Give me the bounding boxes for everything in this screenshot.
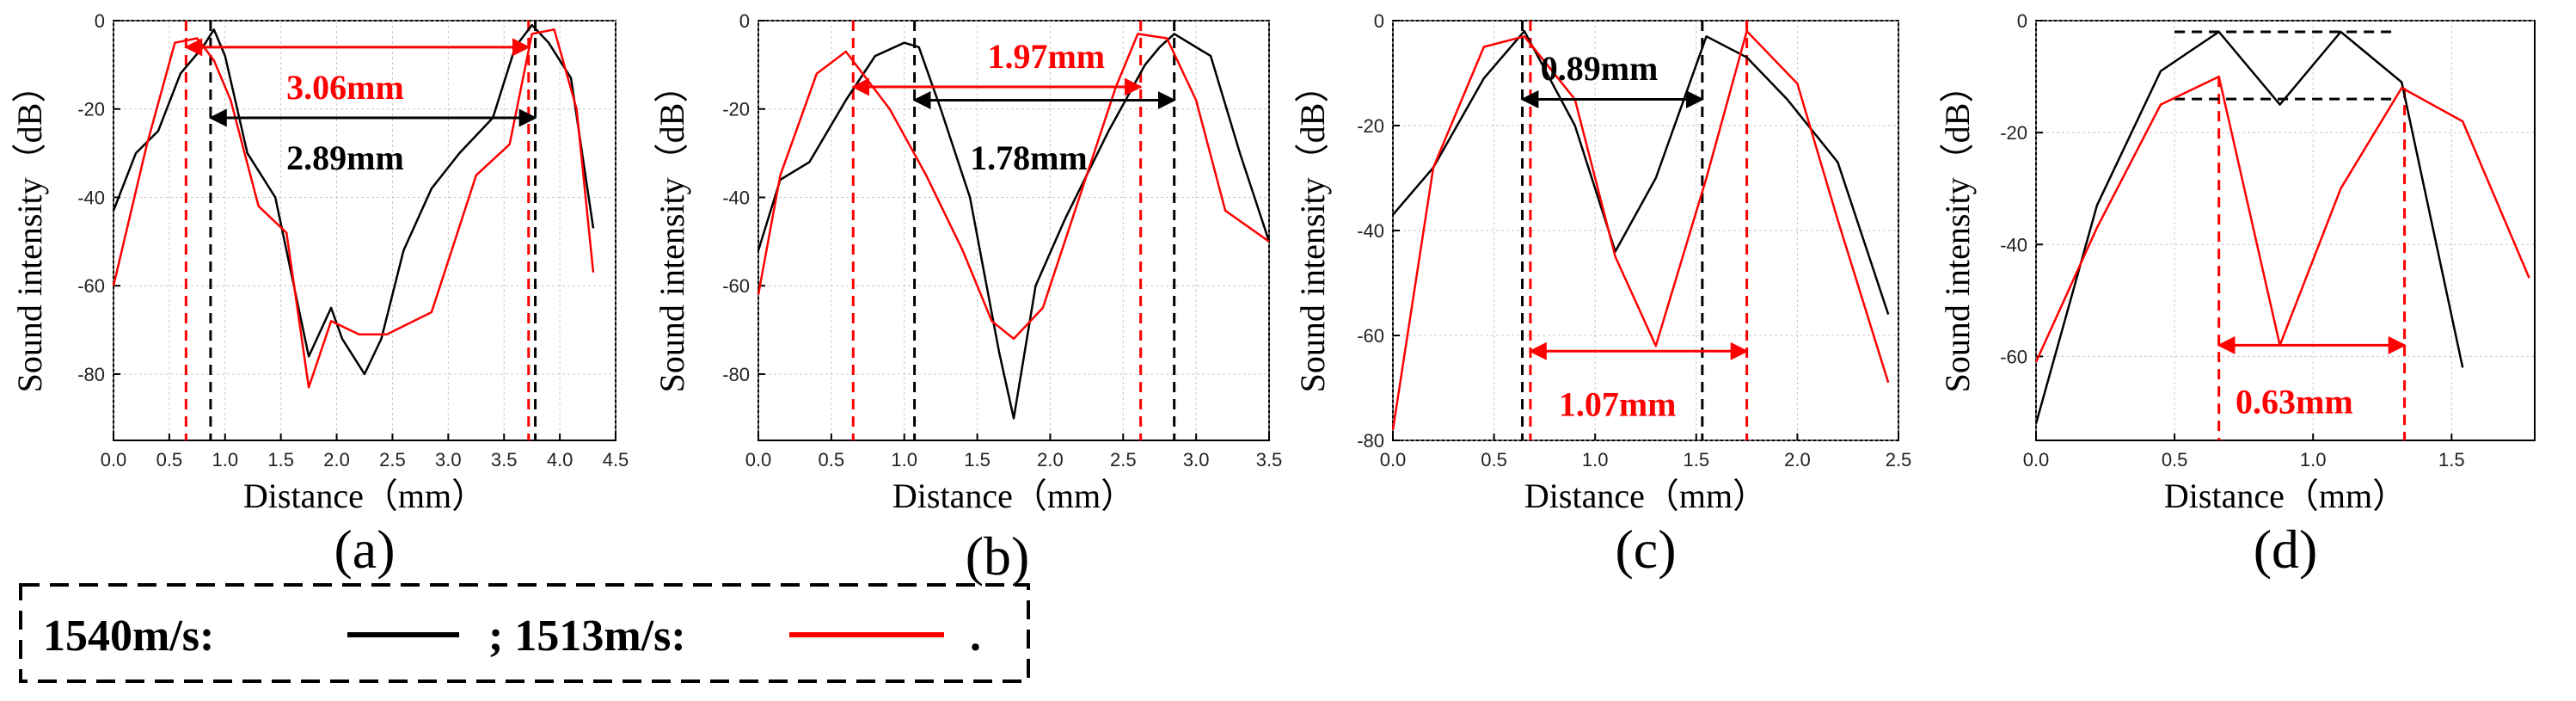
- x-tick-label: 2.5: [379, 449, 406, 470]
- legend-label-1513: ; 1513m/s:: [488, 612, 686, 661]
- y-tick-label: -20: [77, 99, 105, 120]
- x-tick-label: 1.0: [891, 449, 917, 470]
- panel-a: 0.0 0.5 1.0 1.5 2.0 2.5 3.0 3.5 4.0 4.5 0 -20 -40 -60…: [10, 10, 629, 580]
- panel-b: 0.0 0.5 1.0 1.5 2.0 2.5 3.0 3.5 0 -20 -40 -60 -80 1.…: [653, 10, 1282, 587]
- x-tick-label: 0.0: [745, 449, 772, 470]
- x-tick-label: 0.0: [101, 449, 127, 470]
- y-tick-label: -20: [2000, 122, 2027, 144]
- panel-label-c: (c): [1615, 519, 1676, 580]
- x-tick-label: 1.0: [212, 449, 238, 470]
- legend-box: [19, 583, 1030, 683]
- y-tick-label: 0: [2017, 10, 2027, 32]
- y-tick-label: 0: [95, 10, 105, 32]
- plot-frame-a: [113, 20, 616, 441]
- y-tick-label: -80: [722, 364, 750, 385]
- x-axis-title-c: Distance（mm）: [1524, 477, 1767, 515]
- annotations-a: 3.06mm 2.89mm: [184, 38, 537, 177]
- measurement-label: 0.89mm: [1541, 49, 1659, 88]
- ticks-a: 0.0 0.5 1.0 1.5 2.0 2.5 3.0 3.5 4.0 4.5 0 -20 -40 -60…: [77, 10, 629, 470]
- legend-label-1540: 1540m/s:: [43, 612, 214, 661]
- y-tick-label: -40: [2000, 234, 2027, 255]
- panel-d: 0.0 0.5 1.0 1.5 0 -20 -40 -60 0.63mm Distance（m…: [1938, 10, 2536, 580]
- panel-label-b: (b): [966, 526, 1030, 587]
- marks-b: [757, 21, 1271, 440]
- marks-d: [2034, 30, 2530, 440]
- x-tick-label: 3.5: [491, 449, 518, 470]
- x-axis-title-a: Distance（mm）: [243, 477, 486, 515]
- y-tick-label: -60: [1357, 325, 1384, 347]
- x-tick-label: 4.0: [547, 449, 573, 470]
- y-tick-label: -40: [1357, 220, 1384, 242]
- series-line-1513ms: [2034, 75, 2530, 363]
- x-tick-label: 2.5: [1110, 449, 1137, 470]
- x-tick-label: 0.0: [1380, 449, 1407, 470]
- x-tick-label: 2.0: [1037, 449, 1064, 470]
- measurement-label: 1.78mm: [970, 138, 1088, 177]
- y-tick-label: 0: [1374, 10, 1384, 32]
- x-tick-label: 3.5: [1256, 449, 1283, 470]
- series-line-1540ms: [2034, 30, 2464, 424]
- y-axis-title-c: Sound intensity（dB）: [1293, 69, 1332, 393]
- y-tick-label: -80: [77, 364, 105, 385]
- x-tick-label: 1.0: [1582, 449, 1609, 470]
- y-tick-label: -60: [722, 275, 750, 297]
- x-tick-label: 0.5: [2162, 449, 2188, 470]
- y-tick-label: -80: [1357, 430, 1384, 452]
- x-tick-label: 0.5: [819, 449, 845, 470]
- measurement-label: 2.89mm: [286, 138, 404, 177]
- series-line-1540ms: [757, 33, 1271, 420]
- grid-d: [2035, 20, 2535, 440]
- annotations-c: 0.89mm 1.07mm: [1520, 49, 1749, 423]
- x-tick-label: 3.0: [435, 449, 462, 470]
- annotations-d: 0.63mm: [2217, 335, 2407, 421]
- x-axis-title-b: Distance（mm）: [892, 477, 1135, 515]
- series-line-1540ms: [1392, 29, 1890, 315]
- measurement-label: 1.07mm: [1559, 384, 1677, 423]
- measurement-label: 3.06mm: [286, 68, 404, 107]
- x-tick-label: 2.0: [1784, 449, 1811, 470]
- x-tick-label: 4.5: [603, 449, 629, 470]
- grid-b: [757, 20, 1270, 440]
- y-tick-label: 0: [739, 10, 750, 32]
- ticks-c: 0.0 0.5 1.0 1.5 2.0 2.5 0 -20 -40 -60 -80: [1357, 10, 1911, 470]
- x-tick-label: 2.5: [1886, 449, 1912, 470]
- grid-c: [1392, 20, 1899, 441]
- measurement-label: 1.97mm: [987, 37, 1105, 76]
- x-tick-label: 1.0: [2300, 449, 2327, 470]
- x-tick-label: 1.5: [1684, 449, 1710, 470]
- panel-c: 0.0 0.5 1.0 1.5 2.0 2.5 0 -20 -40 -60 -80 0.89mm 1.…: [1293, 10, 1911, 580]
- y-tick-label: -20: [1357, 115, 1384, 137]
- x-axis-title-d: Distance（mm）: [2164, 477, 2407, 515]
- plot-frame-b: [757, 20, 1270, 441]
- plot-frame-d: [2035, 20, 2536, 441]
- y-tick-label: -40: [77, 187, 105, 208]
- ticks-b: 0.0 0.5 1.0 1.5 2.0 2.5 3.0 3.5 0 -20 -40 -60 -80: [722, 10, 1282, 470]
- ticks-d: 0.0 0.5 1.0 1.5 0 -20 -40 -60: [2000, 10, 2464, 470]
- x-tick-label: 1.5: [2438, 449, 2465, 470]
- measurement-label: 0.63mm: [2236, 382, 2353, 421]
- series-line-1513ms: [1391, 29, 1890, 430]
- series-line-1513ms: [757, 33, 1270, 341]
- x-tick-label: 0.0: [2023, 449, 2050, 470]
- x-tick-label: 0.5: [156, 449, 183, 470]
- x-tick-label: 0.5: [1481, 449, 1507, 470]
- y-tick-label: -20: [722, 99, 750, 120]
- panel-label-a: (a): [334, 519, 395, 580]
- y-tick-label: -60: [2000, 346, 2027, 367]
- y-tick-label: -40: [722, 187, 750, 208]
- legend-terminator: .: [970, 612, 981, 661]
- y-axis-title-b: Sound intensity（dB）: [653, 69, 691, 393]
- x-tick-label: 2.0: [323, 449, 350, 470]
- annotations-b: 1.97mm 1.78mm: [851, 37, 1176, 177]
- x-tick-label: 1.5: [267, 449, 294, 470]
- legend: 1540m/s: ; 1513m/s: .: [19, 583, 1030, 683]
- y-tick-label: -60: [77, 275, 105, 297]
- y-axis-title-a: Sound intensity（dB）: [10, 69, 49, 393]
- x-tick-label: 1.5: [964, 449, 991, 470]
- x-tick-label: 3.0: [1183, 449, 1210, 470]
- panel-label-d: (d): [2254, 519, 2318, 580]
- y-axis-title-d: Sound intensity（dB）: [1938, 69, 1977, 393]
